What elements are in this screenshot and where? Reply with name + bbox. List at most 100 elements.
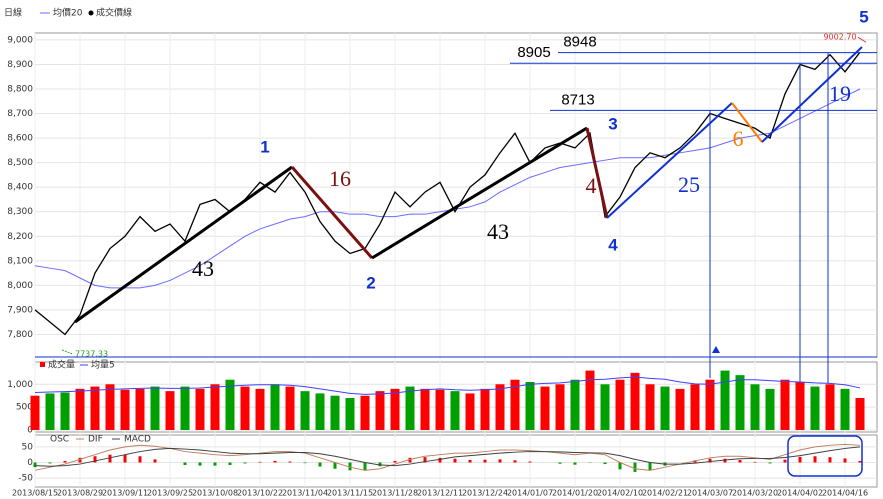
volume-ma-line bbox=[34, 376, 861, 395]
x-tick-label: 2013/08/29 bbox=[57, 489, 103, 498]
trend-line bbox=[761, 46, 863, 143]
osc-bar bbox=[798, 456, 802, 463]
y-tick-label: -50 bbox=[18, 474, 33, 484]
volume-bar bbox=[825, 384, 835, 430]
volume-bar bbox=[315, 393, 325, 430]
osc-bar bbox=[468, 460, 472, 463]
y-tick-label: 500 bbox=[16, 403, 33, 413]
y-tick-label: 8,700 bbox=[7, 109, 33, 119]
x-tick-label: 2014/02/10 bbox=[597, 489, 643, 498]
osc-bar bbox=[273, 460, 277, 463]
y-tick-label: 8,600 bbox=[7, 134, 33, 144]
volume-bar bbox=[150, 386, 160, 430]
volume-bar bbox=[375, 391, 385, 430]
ma-line bbox=[34, 88, 861, 289]
low-label: 7737.33 bbox=[75, 349, 108, 358]
volume-bar bbox=[630, 372, 640, 430]
osc-bar bbox=[333, 462, 337, 469]
low-pointer bbox=[61, 349, 73, 355]
osc-bar bbox=[633, 462, 637, 472]
osc-bar bbox=[513, 460, 517, 463]
volume-bar bbox=[465, 393, 475, 430]
osc-bar bbox=[498, 459, 502, 463]
volume-bar bbox=[75, 388, 85, 430]
wave-label: 43 bbox=[192, 256, 214, 281]
x-tick-label: 2013/12/11 bbox=[417, 489, 463, 498]
volume-bar bbox=[210, 384, 220, 430]
x-tick-label: 2013/09/11 bbox=[102, 489, 148, 498]
trend-line bbox=[731, 102, 763, 143]
wave-label: 43 bbox=[487, 219, 509, 244]
volume-bar bbox=[195, 388, 205, 430]
osc-bar bbox=[708, 458, 712, 463]
x-tick-label: 2014/02/21 bbox=[642, 489, 688, 498]
volume-bar bbox=[45, 393, 55, 430]
osc-bar bbox=[153, 459, 157, 463]
volume-bar bbox=[330, 395, 340, 430]
wave-label: 25 bbox=[678, 172, 700, 197]
osc-bar bbox=[393, 460, 397, 463]
osc-bar bbox=[753, 461, 757, 463]
price-line bbox=[34, 51, 861, 336]
osc-bar bbox=[258, 461, 262, 463]
x-tick-label: 2013/11/04 bbox=[282, 489, 328, 498]
macd-line bbox=[34, 443, 861, 471]
macd-line bbox=[34, 446, 861, 467]
trend-line bbox=[74, 165, 293, 324]
y-tick-label: 50 bbox=[22, 442, 34, 452]
osc-bar bbox=[573, 462, 577, 465]
wave-label: 6 bbox=[733, 126, 744, 151]
x-tick-label: 2013/11/15 bbox=[327, 489, 373, 498]
y-tick-label: 7,900 bbox=[7, 305, 33, 315]
wave-label: 4 bbox=[608, 235, 618, 254]
osc-bar bbox=[738, 460, 742, 463]
osc-bar bbox=[843, 458, 847, 463]
osc-bar bbox=[288, 461, 292, 463]
volume-bar bbox=[645, 384, 655, 430]
trend-line bbox=[606, 102, 733, 219]
wave-label: 3 bbox=[608, 114, 617, 133]
high-pointer bbox=[857, 36, 867, 43]
y-tick-label: 8,900 bbox=[7, 60, 33, 70]
osc-bar bbox=[783, 459, 787, 463]
price-panel bbox=[34, 32, 878, 358]
osc-bar bbox=[213, 462, 217, 466]
volume-bar bbox=[525, 382, 535, 430]
volume-bar bbox=[840, 388, 850, 430]
volume-bar bbox=[495, 384, 505, 430]
x-tick-label: 2013/12/24 bbox=[462, 489, 508, 498]
volume-bar bbox=[735, 375, 745, 430]
volume-bar bbox=[810, 386, 820, 430]
osc-bar bbox=[528, 461, 532, 463]
chart-label: 日線 bbox=[4, 7, 22, 19]
trend-lines bbox=[74, 46, 863, 324]
volume-bar bbox=[780, 379, 790, 430]
volume-bar bbox=[270, 384, 280, 430]
volume-bar bbox=[120, 389, 130, 430]
osc-bar bbox=[138, 456, 142, 463]
volume-bar bbox=[60, 392, 70, 430]
osc-bar bbox=[318, 462, 322, 467]
osc-bar bbox=[198, 462, 202, 466]
y-tick-label: 8,200 bbox=[7, 232, 33, 242]
wave-label: 19 bbox=[829, 81, 851, 106]
volume-bar bbox=[660, 386, 670, 430]
level-label: 8713 bbox=[561, 91, 594, 108]
y-tick-label: 7,800 bbox=[7, 330, 33, 340]
volume-bar bbox=[105, 384, 115, 430]
osc-bar bbox=[648, 462, 652, 471]
x-tick-label: 2014/01/07 bbox=[507, 489, 553, 498]
y-tick-label: 8,500 bbox=[7, 158, 33, 168]
volume-bar bbox=[90, 386, 100, 430]
osc-bar bbox=[303, 462, 307, 464]
volume-bar bbox=[30, 395, 40, 430]
x-tick-label: 2013/11/28 bbox=[372, 489, 418, 498]
volume-bar bbox=[705, 379, 715, 430]
volume-bar bbox=[225, 379, 235, 430]
osc-bar bbox=[828, 457, 832, 463]
osc-bar bbox=[243, 462, 247, 464]
osc-bar bbox=[768, 462, 772, 464]
osc-bar bbox=[63, 460, 67, 463]
osc-bar bbox=[723, 458, 727, 463]
